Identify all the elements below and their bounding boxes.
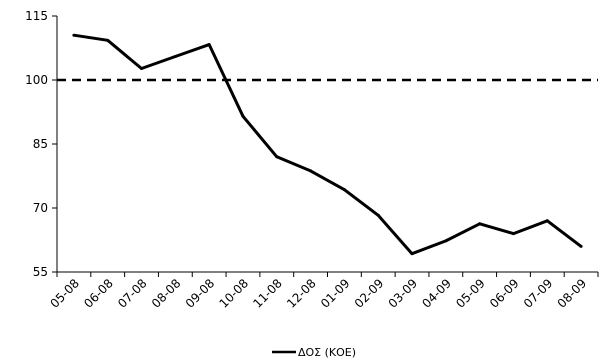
legend-label: ΔΟΣ (ΚΟΕ)	[298, 346, 356, 359]
x-tick-label: 08-09	[555, 276, 590, 311]
data-point	[444, 239, 448, 243]
data-point	[309, 169, 313, 173]
y-tick-label: 70	[33, 201, 48, 215]
x-tick-label: 02-09	[352, 276, 387, 311]
y-tick-label: 100	[25, 73, 48, 87]
x-tick-label: 08-08	[149, 276, 184, 311]
x-tick-label: 06-09	[487, 276, 522, 311]
x-tick-label: 09-08	[183, 276, 218, 311]
x-tick-label: 05-08	[47, 276, 82, 311]
data-point	[342, 188, 346, 192]
series-line	[73, 33, 583, 256]
data-point	[410, 252, 414, 256]
x-tick-label: 04-09	[419, 276, 454, 311]
x-tick-label: 01-09	[318, 276, 353, 311]
data-point	[376, 213, 380, 217]
x-tick-label: 05-09	[453, 276, 488, 311]
x-tick-label: 11-08	[250, 276, 285, 311]
data-point	[72, 33, 76, 37]
data-point	[241, 114, 245, 118]
data-point	[140, 66, 144, 70]
x-tick-label: 03-09	[386, 276, 421, 311]
x-tick-label: 07-09	[521, 276, 556, 311]
data-point	[207, 43, 211, 47]
x-tick-label: 10-08	[217, 276, 252, 311]
y-tick-label: 115	[25, 9, 48, 23]
data-point	[545, 219, 549, 223]
y-tick-label: 85	[33, 137, 48, 151]
axes	[52, 15, 599, 277]
x-tick-label: 07-08	[115, 276, 150, 311]
legend: ΔΟΣ (ΚΟΕ)	[272, 346, 356, 359]
y-tick-label: 55	[33, 265, 48, 279]
plot-area	[57, 33, 598, 256]
data-point	[478, 222, 482, 226]
data-point	[173, 55, 177, 59]
x-tick-label: 12-08	[284, 276, 319, 311]
x-tick-label: 06-08	[81, 276, 116, 311]
data-point	[511, 232, 515, 236]
data-point	[275, 155, 279, 159]
data-point	[579, 244, 583, 248]
data-point	[106, 38, 110, 42]
